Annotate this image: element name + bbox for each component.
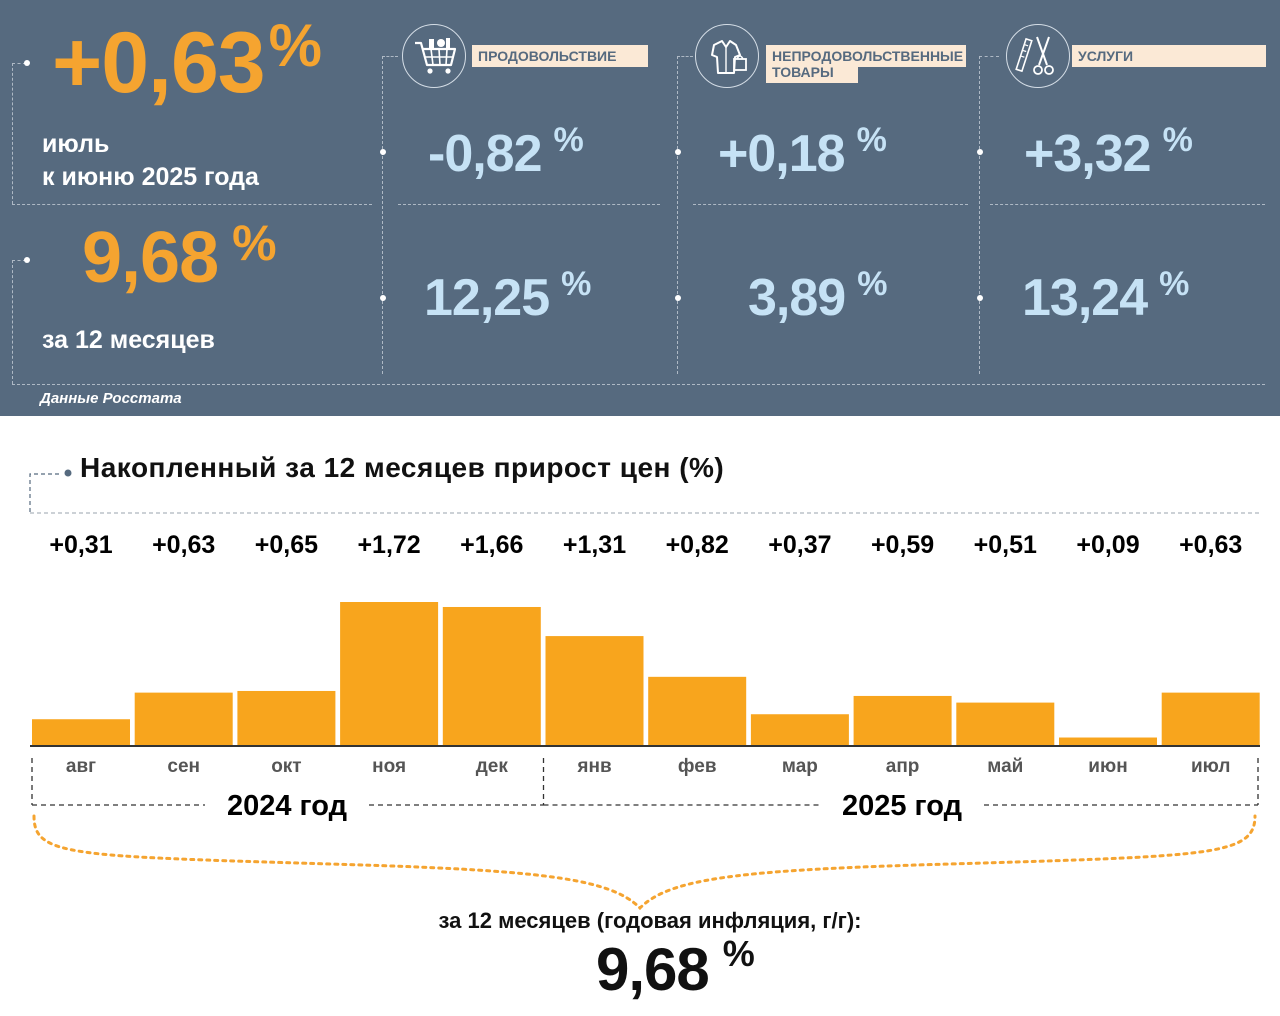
connector-line — [979, 56, 999, 57]
tick-label: ноя — [372, 756, 406, 777]
connector-line — [12, 260, 13, 384]
tick-label: сен — [167, 756, 200, 777]
marker-dot — [675, 295, 681, 301]
monthly-inflation-chart: +0,31 +0,63 +0,65 +1,72 +1,66 +1,31 +0,82 +0,37… — [29, 469, 1262, 911]
annual-inflation-value: 9,68% — [82, 215, 277, 298]
bar-июл — [1161, 692, 1260, 745]
bar-ноя — [340, 602, 439, 745]
connector-line — [382, 56, 398, 57]
group-label-2025: 2025 год — [842, 790, 962, 822]
tick-label: окт — [271, 756, 301, 777]
bar-авг — [32, 719, 130, 745]
column-divider — [382, 56, 383, 374]
bar-апр — [853, 695, 952, 745]
chart-title: Накопленный за 12 месяцев прирост цен (%… — [80, 452, 725, 483]
marker-dot — [380, 149, 386, 155]
data-source: Данные Росстата — [40, 390, 182, 407]
tick-label: мар — [782, 756, 818, 777]
data-label: +0,82 — [666, 531, 729, 559]
annual-value: 9,68% — [596, 933, 755, 1003]
bar-май — [956, 702, 1055, 745]
food-month-value: -0,82% — [428, 121, 584, 183]
bar-окт — [237, 690, 336, 745]
data-label: +0,63 — [1179, 531, 1242, 559]
column-divider — [677, 56, 678, 374]
food-year-value: 12,25% — [424, 265, 591, 327]
tick-label: авг — [66, 756, 96, 777]
bar-мар — [750, 714, 849, 745]
title-dot — [64, 469, 72, 477]
group-label-2024: 2024 год — [227, 790, 347, 822]
bar-янв — [545, 636, 644, 745]
marker-dot — [380, 295, 386, 301]
connector-line — [12, 260, 26, 261]
bottom-divider — [12, 384, 1265, 385]
tick-label: дек — [476, 756, 509, 777]
row-divider — [398, 204, 660, 205]
monthly-inflation-value: +0,63% — [52, 12, 322, 111]
data-label: +0,65 — [255, 531, 318, 559]
data-label: +1,72 — [357, 531, 420, 559]
data-label: +0,63 — [152, 531, 215, 559]
row-divider — [693, 204, 968, 205]
connector-line — [12, 63, 26, 64]
tick-label: июн — [1088, 756, 1127, 777]
nonfood-month-value: +0,18% — [718, 121, 887, 183]
category-label-food: ПРОДОВОЛЬСТВИЕ — [472, 45, 648, 67]
bar-фев — [648, 676, 747, 745]
tick-label: июл — [1191, 756, 1231, 777]
category-label-services: УСЛУГИ — [1072, 45, 1266, 67]
title-connector — [29, 473, 60, 512]
category-label-nonfood: НЕПРОДОВОЛЬСТВЕННЫЕ — [766, 45, 966, 67]
connector-line — [12, 63, 13, 204]
data-label: +0,59 — [871, 531, 934, 559]
tick-label: апр — [886, 756, 920, 777]
annual-caption: за 12 месяцев — [42, 326, 215, 354]
monthly-caption: июль к июню 2025 года — [42, 130, 259, 191]
annual-label: за 12 месяцев (годовая инфляция, г/г): — [438, 908, 862, 933]
bar-июн — [1059, 737, 1157, 745]
services-month-value: +3,32% — [1024, 121, 1193, 183]
marker-dot — [24, 257, 30, 263]
tick-label: май — [987, 756, 1023, 777]
tick-label: янв — [576, 756, 611, 777]
data-label: +1,31 — [563, 531, 626, 559]
data-label: +1,66 — [460, 531, 523, 559]
tick-label: фев — [678, 756, 717, 777]
data-label: +0,37 — [768, 531, 831, 559]
data-label: +0,09 — [1076, 531, 1139, 559]
services-year-value: 13,24% — [1022, 265, 1189, 327]
clothing-icon — [695, 24, 759, 88]
annual-brace — [32, 814, 1257, 911]
row-divider — [12, 204, 372, 205]
scissors-comb-icon — [1006, 24, 1070, 88]
category-label-nonfood-line2: ТОВАРЫ — [766, 64, 858, 83]
marker-dot — [977, 295, 983, 301]
marker-dot — [977, 149, 983, 155]
summary-panel: +0,63% июль к июню 2025 года 9,68% за 12… — [0, 0, 1280, 416]
data-label: +0,51 — [974, 531, 1037, 559]
connector-line — [677, 56, 693, 57]
bar-сен — [134, 692, 233, 745]
nonfood-year-value: 3,89% — [748, 265, 887, 327]
bar-дек — [442, 606, 541, 745]
column-divider — [979, 56, 980, 374]
shopping-cart-icon — [402, 24, 466, 88]
marker-dot — [24, 60, 30, 66]
row-divider — [990, 204, 1265, 205]
marker-dot — [675, 149, 681, 155]
data-label: +0,31 — [49, 531, 112, 559]
